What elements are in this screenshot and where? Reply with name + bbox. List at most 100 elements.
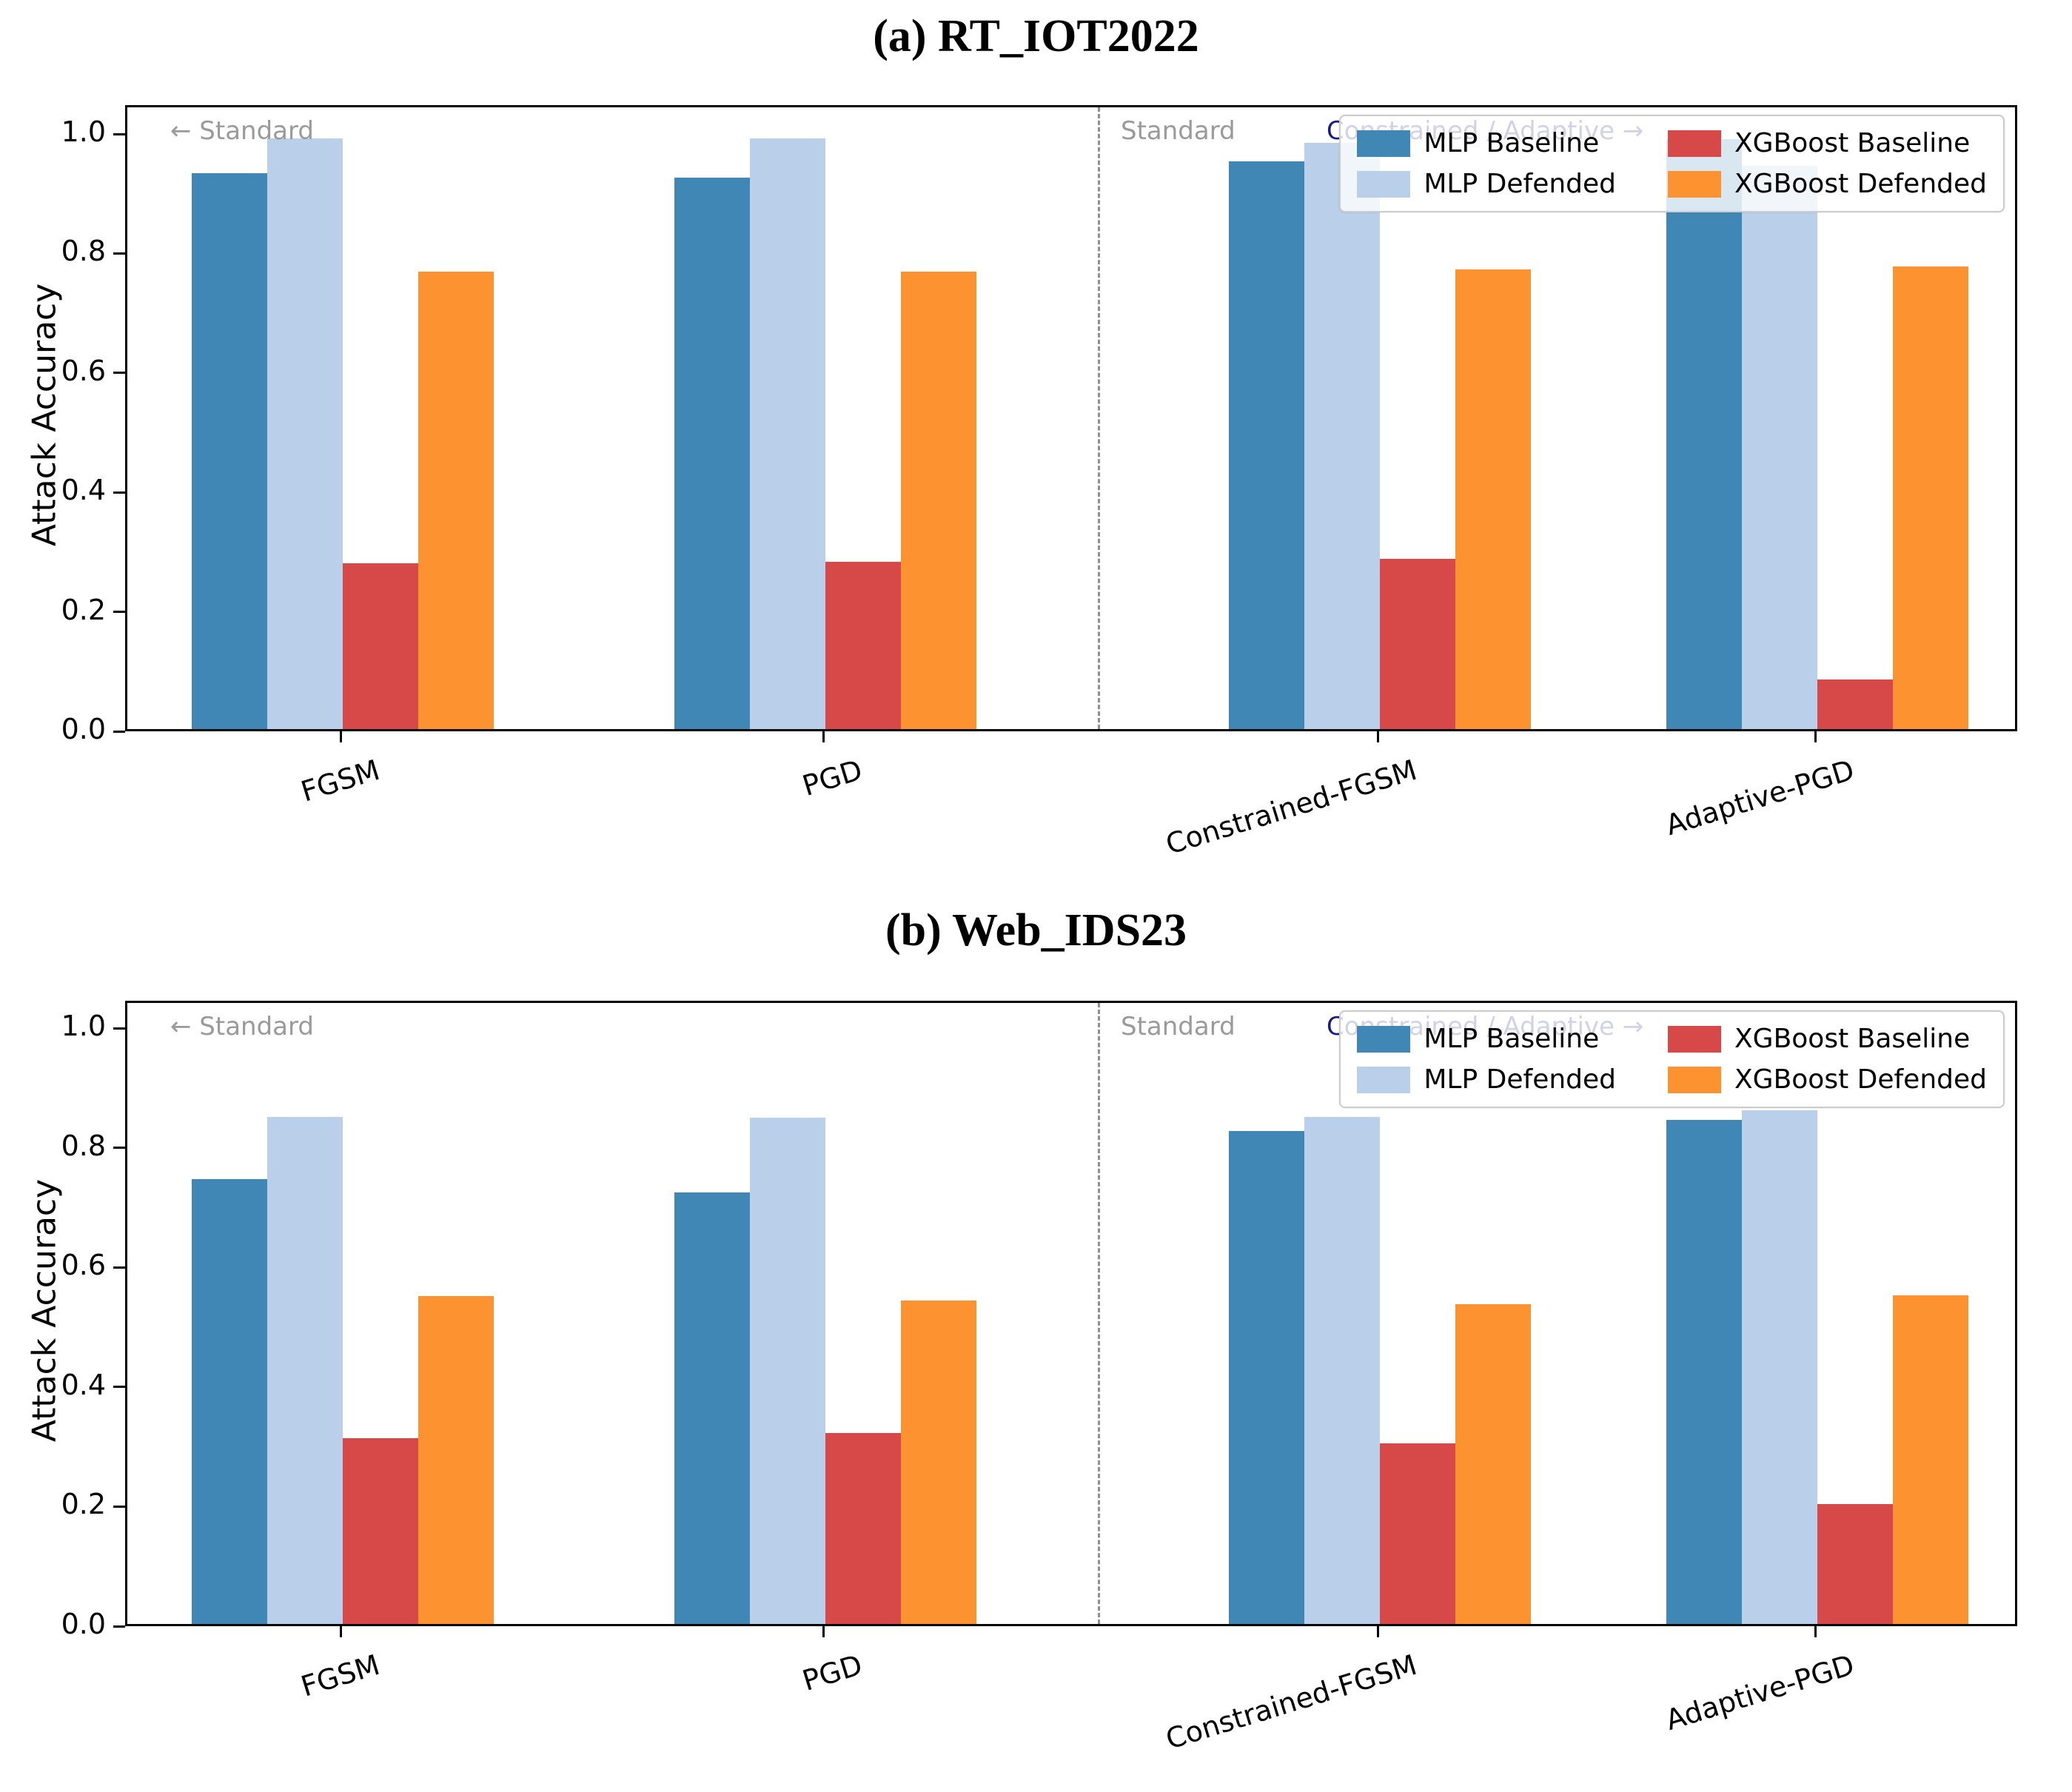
bar-xgboost-defended [418, 272, 494, 729]
x-tick-mark [339, 731, 342, 742]
figure: (a) RT_IOT2022 Attack Accuracy ← Standard S… [25, 11, 2017, 1756]
y-tick-label: 1.0 [61, 115, 106, 148]
bar-mlp-defended [1304, 143, 1380, 729]
y-tick-mark [113, 1027, 125, 1030]
bar-xgboost-baseline [1817, 679, 1893, 729]
legend-label: MLP Baseline [1424, 128, 1600, 158]
annotation-standard-left: ← Standard [170, 116, 314, 146]
x-tick-mark [822, 731, 825, 742]
legend-swatch-icon [1668, 1066, 1722, 1093]
bar-xgboost-defended [1893, 1295, 1968, 1624]
x-tick-label: FGSM [297, 754, 383, 808]
bar-mlp-defended [1742, 166, 1817, 729]
legend-item: MLP Baseline [1357, 128, 1616, 158]
y-tick-label: 0.4 [61, 1368, 106, 1401]
bar-mlp-baseline [1229, 1131, 1304, 1624]
legend-swatch-icon [1357, 170, 1411, 198]
legend-item: XGBoost Defended [1668, 1064, 1987, 1095]
legend-swatch-icon [1668, 1025, 1722, 1053]
y-tick-mark [113, 1625, 125, 1628]
bar-mlp-baseline [674, 1192, 750, 1624]
plot-area: ← StandardStandardConstrained / Adaptive… [125, 105, 2017, 731]
y-tick-mark [113, 1505, 125, 1508]
legend-swatch-icon [1357, 1025, 1411, 1053]
x-tick-label: PGD [798, 1648, 866, 1697]
legend-swatch-icon [1668, 170, 1722, 198]
x-tick-label: Constrained-FGSM [1161, 754, 1421, 861]
y-tick-mark [113, 491, 125, 494]
bar-xgboost-baseline [1817, 1504, 1893, 1624]
y-tick-label: 0.8 [61, 235, 106, 268]
x-tick-label: FGSM [297, 1648, 383, 1703]
y-tick-mark [113, 730, 125, 733]
x-tick-label: Constrained-FGSM [1161, 1648, 1421, 1756]
bar-mlp-baseline [1666, 139, 1742, 729]
legend-item: XGBoost Defended [1668, 169, 1987, 199]
legend-label: XGBoost Baseline [1734, 128, 1971, 158]
annotation-standard-left: ← Standard [170, 1012, 314, 1041]
chart-title: (b) Web_IDS23 [885, 905, 1187, 956]
bar-xgboost-defended [901, 272, 976, 729]
bar-xgboost-defended [418, 1296, 494, 1624]
y-tick-label: 0.4 [61, 474, 106, 507]
bar-mlp-baseline [1229, 161, 1304, 729]
bar-xgboost-baseline [1380, 559, 1455, 729]
legend: MLP Baseline MLP Defended XGBoost Baseline… [1339, 115, 2005, 212]
bar-xgboost-defended [1455, 269, 1531, 729]
legend-swatch-icon [1668, 130, 1722, 157]
y-tick-label: 0.6 [61, 1249, 106, 1282]
x-tick-mark [1814, 731, 1817, 742]
bar-xgboost-defended [901, 1301, 976, 1624]
plot-area: ← StandardStandardConstrained / Adaptive… [125, 1001, 2017, 1626]
legend-item: XGBoost Baseline [1668, 1024, 1987, 1054]
y-tick-label: 0.2 [61, 593, 106, 626]
x-tick-mark [1376, 1626, 1379, 1637]
y-tick-label: 0.6 [61, 354, 106, 387]
y-tick-mark [113, 1266, 125, 1269]
annotation-standard-divider: Standard [1121, 116, 1236, 146]
x-tick-label: PGD [798, 754, 866, 802]
bar-xgboost-baseline [343, 1438, 418, 1624]
legend-swatch-icon [1357, 130, 1411, 157]
y-tick-label: 0.2 [61, 1488, 106, 1521]
x-tick-mark [339, 1626, 342, 1637]
x-tick-mark [1814, 1626, 1817, 1637]
bar-xgboost-defended [1893, 266, 1968, 729]
bar-mlp-defended [1304, 1117, 1380, 1624]
legend-swatch-icon [1357, 1066, 1411, 1093]
bar-xgboost-defended [1455, 1304, 1531, 1624]
legend-item: MLP Baseline [1357, 1024, 1616, 1054]
zone-divider [1098, 1003, 1100, 1624]
y-tick-mark [113, 132, 125, 135]
bar-mlp-baseline [192, 173, 267, 729]
bar-mlp-defended [750, 1118, 825, 1624]
bar-xgboost-baseline [825, 562, 901, 729]
zone-divider [1098, 107, 1100, 729]
bar-mlp-defended [750, 138, 825, 729]
legend: MLP Baseline MLP Defended XGBoost Baseline… [1339, 1010, 2005, 1108]
y-tick-label: 0.8 [61, 1129, 106, 1162]
legend-label: XGBoost Defended [1734, 1064, 1987, 1095]
bar-mlp-defended [267, 138, 343, 729]
x-tick-mark [1376, 731, 1379, 742]
bar-mlp-defended [267, 1117, 343, 1624]
annotation-standard-divider: Standard [1121, 1012, 1236, 1041]
bar-xgboost-baseline [343, 563, 418, 729]
legend-label: XGBoost Defended [1734, 169, 1987, 199]
legend-item: XGBoost Baseline [1668, 128, 1987, 158]
x-tick-mark [822, 1626, 825, 1637]
y-tick-label: 0.0 [61, 1608, 106, 1640]
legend-item: MLP Defended [1357, 1064, 1616, 1095]
legend-label: MLP Defended [1424, 169, 1617, 199]
bar-mlp-baseline [1666, 1120, 1742, 1624]
y-tick-label: 0.0 [61, 713, 106, 745]
x-tick-label: Adaptive-PGD [1661, 754, 1858, 842]
bar-mlp-baseline [192, 1179, 267, 1624]
bar-mlp-defended [1742, 1110, 1817, 1624]
y-tick-mark [113, 611, 125, 614]
y-tick-mark [113, 252, 125, 255]
bar-xgboost-baseline [825, 1433, 901, 1624]
y-tick-label: 1.0 [61, 1010, 106, 1042]
bar-xgboost-baseline [1380, 1443, 1455, 1624]
x-tick-label: Adaptive-PGD [1661, 1648, 1858, 1737]
